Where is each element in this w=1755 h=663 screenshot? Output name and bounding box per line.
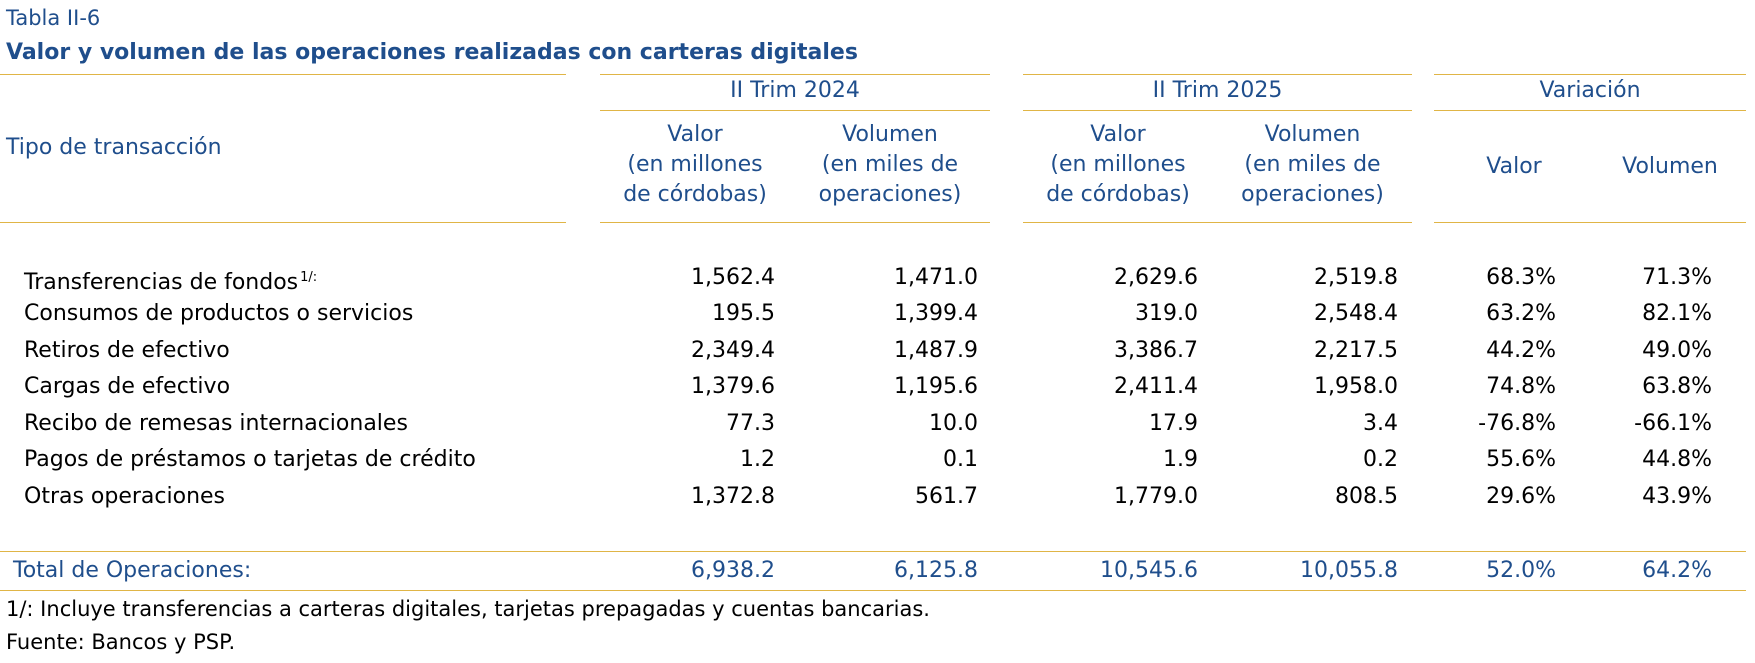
header-line: Volumen — [1264, 122, 1361, 147]
header-line: operaciones) — [1241, 182, 1384, 207]
rule-group-2025 — [1023, 110, 1412, 111]
cell-volumen-2024: 0.1 — [943, 447, 978, 472]
total-volumen-2024: 6,125.8 — [894, 558, 978, 583]
total-valor-2025: 10,545.6 — [1100, 558, 1198, 583]
table-label: Tabla II-6 — [6, 6, 101, 30]
cell-valor-2025: 17.9 — [1149, 411, 1198, 436]
footnote-marker: 1/: — [300, 270, 318, 285]
group-header-variacion: Variación — [1539, 78, 1641, 103]
cell-variacion-volumen: 49.0% — [1642, 338, 1712, 363]
cell-variacion-valor: 63.2% — [1486, 301, 1556, 326]
total-variacion-valor: 52.0% — [1486, 558, 1556, 583]
cell-variacion-valor: -76.8% — [1478, 411, 1556, 436]
rule-group-variacion — [1434, 110, 1746, 111]
column-header-volumen-variacion: Volumen — [1622, 154, 1718, 179]
column-header-valor-variacion: Valor — [1486, 154, 1542, 179]
cell-valor-2024: 1,562.4 — [691, 265, 775, 290]
rule-total-top — [0, 551, 1746, 552]
cell-variacion-volumen: 82.1% — [1642, 301, 1712, 326]
cell-volumen-2024: 1,487.9 — [894, 338, 978, 363]
cell-volumen-2025: 1,958.0 — [1314, 374, 1398, 399]
cell-volumen-2024: 1,195.6 — [894, 374, 978, 399]
total-valor-2024: 6,938.2 — [691, 558, 775, 583]
cell-variacion-volumen: -66.1% — [1634, 411, 1712, 436]
row-label-text: Transferencias de fondos — [24, 270, 299, 295]
cell-volumen-2025: 3.4 — [1363, 411, 1398, 436]
rule-header-left — [0, 222, 566, 223]
cell-valor-2025: 1.9 — [1163, 447, 1198, 472]
column-header-volumen-2024: Volumen (en miles de operaciones) — [790, 120, 990, 210]
column-header-volumen-2025: Volumen (en miles de operaciones) — [1213, 120, 1412, 210]
footnote-1: 1/: Incluye transferencias a carteras di… — [6, 597, 930, 621]
cell-valor-2025: 2,629.6 — [1114, 265, 1198, 290]
cell-variacion-valor: 68.3% — [1486, 265, 1556, 290]
header-line: (en millones — [1050, 152, 1186, 177]
rule-header-2024 — [600, 222, 990, 223]
row-label: Transferencias de fondos 1/: — [24, 260, 317, 301]
total-variacion-volumen: 64.2% — [1642, 558, 1712, 583]
rule-top-2024 — [600, 74, 990, 75]
rule-top-2025 — [1023, 74, 1412, 75]
rule-top-variacion — [1434, 74, 1746, 75]
cell-volumen-2024: 1,399.4 — [894, 301, 978, 326]
rule-group-2024 — [600, 110, 990, 111]
cell-volumen-2025: 2,217.5 — [1314, 338, 1398, 363]
total-volumen-2025: 10,055.8 — [1300, 558, 1398, 583]
cell-variacion-volumen: 71.3% — [1642, 265, 1712, 290]
group-header-2025: II Trim 2025 — [1152, 78, 1283, 103]
header-line: (en miles de — [1244, 152, 1381, 177]
cell-volumen-2025: 0.2 — [1363, 447, 1398, 472]
header-line: Valor — [1090, 122, 1146, 147]
cell-valor-2025: 1,779.0 — [1114, 484, 1198, 509]
rule-total-bottom — [0, 590, 1746, 591]
cell-volumen-2024: 561.7 — [915, 484, 978, 509]
header-line: Volumen — [842, 122, 938, 147]
cell-volumen-2025: 2,519.8 — [1314, 265, 1398, 290]
rule-header-variacion — [1434, 222, 1746, 223]
row-label: Cargas de efectivo — [24, 374, 231, 399]
total-label: Total de Operaciones: — [13, 558, 252, 583]
cell-variacion-volumen: 43.9% — [1642, 484, 1712, 509]
cell-variacion-valor: 29.6% — [1486, 484, 1556, 509]
row-label: Recibo de remesas internacionales — [24, 411, 408, 436]
cell-variacion-volumen: 63.8% — [1642, 374, 1712, 399]
group-header-2024: II Trim 2024 — [730, 78, 860, 103]
column-header-valor-2024: Valor (en millones de córdobas) — [600, 120, 790, 210]
column-header-valor-2025: Valor (en millones de córdobas) — [1023, 120, 1213, 210]
row-label: Pagos de préstamos o tarjetas de crédito — [24, 447, 476, 472]
column-header-tipo: Tipo de transacción — [6, 135, 222, 160]
source-note: Fuente: Bancos y PSP. — [6, 630, 236, 654]
rule-top-left — [0, 74, 566, 75]
cell-variacion-valor: 74.8% — [1486, 374, 1556, 399]
cell-variacion-valor: 44.2% — [1486, 338, 1556, 363]
header-line: de córdobas) — [1046, 182, 1190, 207]
cell-volumen-2025: 2,548.4 — [1314, 301, 1398, 326]
cell-valor-2024: 1.2 — [740, 447, 775, 472]
cell-valor-2024: 2,349.4 — [691, 338, 775, 363]
rule-header-2025 — [1023, 222, 1412, 223]
cell-variacion-valor: 55.6% — [1486, 447, 1556, 472]
row-label: Consumos de productos o servicios — [24, 301, 414, 326]
cell-volumen-2025: 808.5 — [1335, 484, 1398, 509]
header-line: (en miles de — [821, 152, 959, 177]
cell-valor-2025: 3,386.7 — [1114, 338, 1198, 363]
header-line: (en millones — [627, 152, 763, 177]
cell-valor-2025: 2,411.4 — [1114, 374, 1198, 399]
table-title: Valor y volumen de las operaciones reali… — [6, 40, 858, 65]
header-line: operaciones) — [818, 182, 962, 207]
header-line: de córdobas) — [623, 182, 767, 207]
cell-valor-2024: 77.3 — [726, 411, 775, 436]
row-label: Otras operaciones — [24, 484, 226, 509]
cell-volumen-2024: 1,471.0 — [894, 265, 978, 290]
row-label: Retiros de efectivo — [24, 338, 230, 363]
cell-variacion-volumen: 44.8% — [1642, 447, 1712, 472]
cell-volumen-2024: 10.0 — [929, 411, 978, 436]
cell-valor-2024: 195.5 — [712, 301, 775, 326]
cell-valor-2024: 1,379.6 — [691, 374, 775, 399]
header-line: Valor — [667, 122, 723, 147]
cell-valor-2024: 1,372.8 — [691, 484, 775, 509]
cell-valor-2025: 319.0 — [1135, 301, 1198, 326]
